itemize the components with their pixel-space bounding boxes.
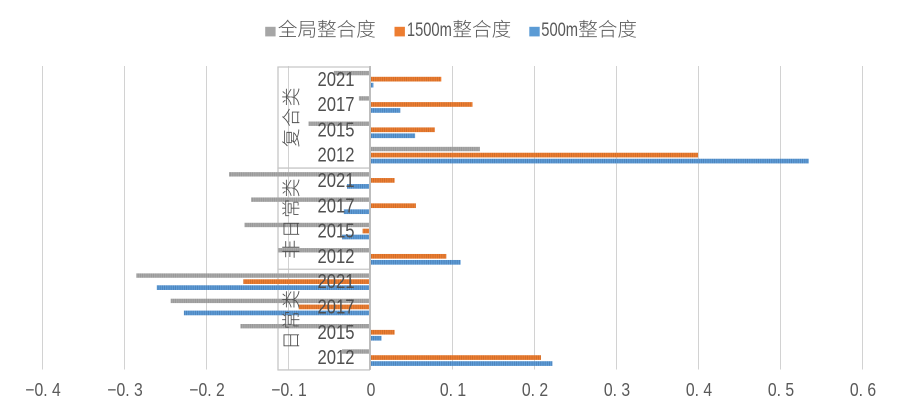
svg-text:−0. 1: −0. 1 [271,379,306,401]
svg-text:1500m: 1500m [407,18,452,41]
svg-text:0. 3: 0. 3 [604,379,630,401]
svg-text:2012: 2012 [318,244,355,267]
svg-text:0. 4: 0. 4 [686,379,713,401]
svg-text:2017: 2017 [318,194,355,217]
svg-text:2017: 2017 [318,295,355,318]
svg-text:2012: 2012 [318,143,355,166]
svg-text:2015: 2015 [318,320,355,343]
svg-text:500m: 500m [541,18,578,41]
svg-text:−0. 3: −0. 3 [107,379,142,401]
svg-text:0. 2: 0. 2 [522,379,548,401]
svg-text:−0. 2: −0. 2 [189,379,224,401]
svg-text:2017: 2017 [318,93,355,116]
svg-text:2015: 2015 [318,219,355,242]
svg-text:2021: 2021 [318,169,355,192]
svg-text:0: 0 [367,379,376,401]
svg-text:0. 5: 0. 5 [768,379,794,401]
svg-text:2012: 2012 [318,346,355,369]
svg-text:2021: 2021 [318,67,355,90]
svg-text:0. 6: 0. 6 [850,379,876,401]
svg-text:0. 1: 0. 1 [440,379,466,401]
svg-text:2021: 2021 [318,270,355,293]
svg-text:−0. 4: −0. 4 [25,379,61,401]
svg-text:2015: 2015 [318,118,355,141]
